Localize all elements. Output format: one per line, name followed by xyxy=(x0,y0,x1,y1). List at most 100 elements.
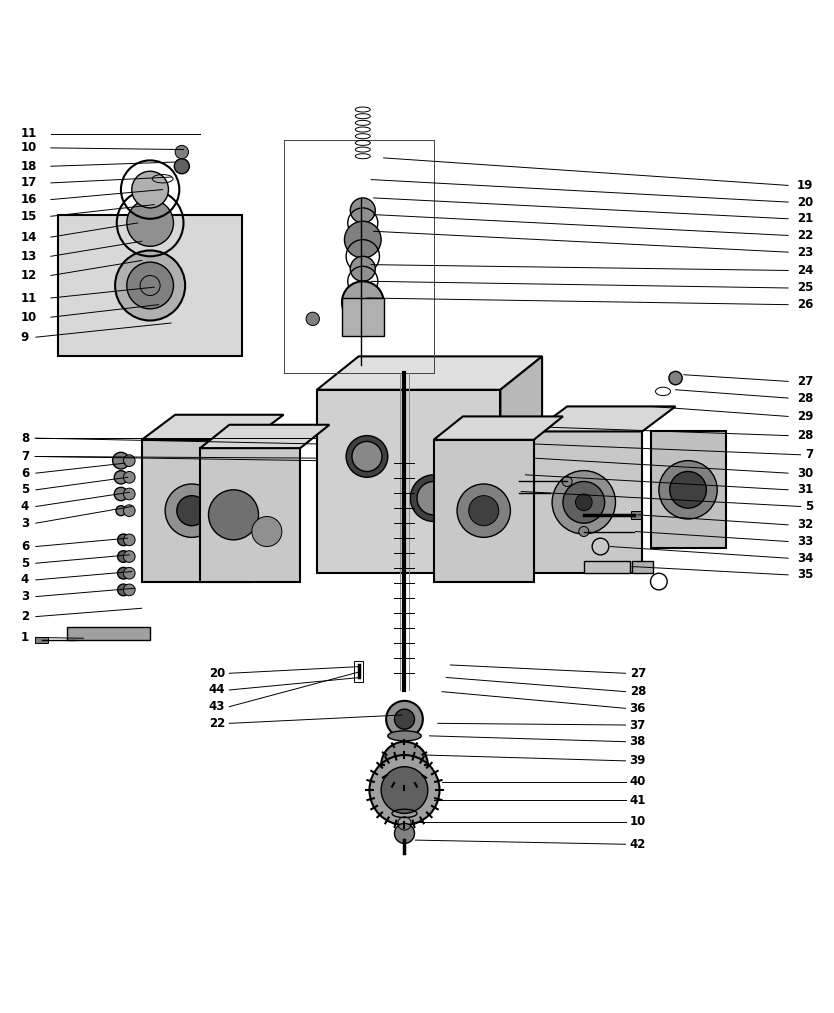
Circle shape xyxy=(127,200,173,246)
Circle shape xyxy=(113,452,129,469)
Text: 8: 8 xyxy=(21,432,29,445)
Bar xyxy=(284,140,434,373)
Text: 5: 5 xyxy=(805,500,813,513)
Text: 26: 26 xyxy=(796,298,813,311)
Text: 36: 36 xyxy=(630,702,646,715)
Text: 38: 38 xyxy=(630,735,646,749)
Text: 2: 2 xyxy=(21,610,29,623)
Circle shape xyxy=(659,461,717,519)
Text: 4: 4 xyxy=(21,500,29,513)
Circle shape xyxy=(306,312,319,325)
Text: 27: 27 xyxy=(797,375,813,388)
Text: 30: 30 xyxy=(797,467,813,479)
Circle shape xyxy=(381,742,428,788)
Circle shape xyxy=(114,487,128,500)
Text: 40: 40 xyxy=(630,775,646,788)
Circle shape xyxy=(562,476,572,486)
Bar xyxy=(284,140,434,373)
Text: 19: 19 xyxy=(796,179,813,191)
Text: 41: 41 xyxy=(630,793,646,806)
Circle shape xyxy=(350,198,375,223)
Bar xyxy=(631,511,641,519)
Circle shape xyxy=(208,490,259,540)
Text: 37: 37 xyxy=(630,718,646,731)
Bar xyxy=(632,561,653,573)
Text: 27: 27 xyxy=(630,667,646,680)
Text: 22: 22 xyxy=(797,229,813,242)
Polygon shape xyxy=(317,357,542,390)
Text: 28: 28 xyxy=(796,430,813,442)
Text: 9: 9 xyxy=(21,330,29,343)
Bar xyxy=(200,448,300,581)
Polygon shape xyxy=(434,416,563,440)
Text: 18: 18 xyxy=(21,160,38,173)
Circle shape xyxy=(579,527,589,537)
Circle shape xyxy=(344,221,381,258)
Text: 24: 24 xyxy=(796,264,813,277)
Circle shape xyxy=(342,282,384,323)
Circle shape xyxy=(252,517,282,547)
Circle shape xyxy=(552,471,615,534)
Text: 34: 34 xyxy=(796,552,813,564)
Bar xyxy=(584,561,630,573)
Text: 22: 22 xyxy=(209,717,225,729)
Text: 10: 10 xyxy=(630,815,646,829)
Circle shape xyxy=(115,250,185,320)
Circle shape xyxy=(123,534,135,546)
Text: 10: 10 xyxy=(21,142,37,154)
Circle shape xyxy=(369,755,440,825)
Text: 35: 35 xyxy=(796,568,813,581)
Text: 6: 6 xyxy=(21,540,29,553)
Ellipse shape xyxy=(388,730,421,741)
Text: 28: 28 xyxy=(630,685,646,698)
Text: 21: 21 xyxy=(797,213,813,225)
Text: 20: 20 xyxy=(797,196,813,209)
Bar xyxy=(58,215,242,357)
Text: 44: 44 xyxy=(208,684,225,697)
Circle shape xyxy=(174,159,189,174)
Circle shape xyxy=(114,471,128,484)
Text: 16: 16 xyxy=(21,193,38,206)
Circle shape xyxy=(123,455,135,466)
Text: 5: 5 xyxy=(21,483,29,496)
Circle shape xyxy=(123,471,135,483)
Text: 6: 6 xyxy=(21,467,29,479)
Bar xyxy=(434,440,534,581)
Text: 14: 14 xyxy=(21,231,38,243)
Circle shape xyxy=(394,824,414,844)
Circle shape xyxy=(118,534,129,546)
Circle shape xyxy=(118,585,129,596)
Circle shape xyxy=(394,709,414,729)
Text: 15: 15 xyxy=(21,210,38,223)
Text: 3: 3 xyxy=(21,517,29,530)
Circle shape xyxy=(386,701,423,737)
Bar xyxy=(317,390,500,573)
Text: 13: 13 xyxy=(21,250,37,262)
Circle shape xyxy=(457,484,510,537)
Text: 11: 11 xyxy=(21,292,37,305)
Circle shape xyxy=(165,484,219,537)
Circle shape xyxy=(123,567,135,579)
Circle shape xyxy=(410,475,457,522)
Circle shape xyxy=(118,551,129,562)
Text: 11: 11 xyxy=(21,128,37,140)
Bar xyxy=(35,636,48,643)
Text: 10: 10 xyxy=(21,311,37,324)
Circle shape xyxy=(563,481,605,523)
Circle shape xyxy=(346,436,388,477)
Circle shape xyxy=(670,471,706,509)
Circle shape xyxy=(669,372,682,385)
Circle shape xyxy=(116,505,126,516)
Text: 25: 25 xyxy=(796,282,813,295)
Text: 33: 33 xyxy=(797,535,813,548)
Text: 28: 28 xyxy=(796,392,813,404)
Circle shape xyxy=(350,256,375,282)
Text: 23: 23 xyxy=(797,245,813,258)
Text: 17: 17 xyxy=(21,176,37,189)
Circle shape xyxy=(175,146,188,159)
Text: 32: 32 xyxy=(797,519,813,532)
Text: 7: 7 xyxy=(21,450,29,463)
Text: 12: 12 xyxy=(21,269,37,282)
Circle shape xyxy=(177,495,207,526)
Circle shape xyxy=(352,442,382,471)
